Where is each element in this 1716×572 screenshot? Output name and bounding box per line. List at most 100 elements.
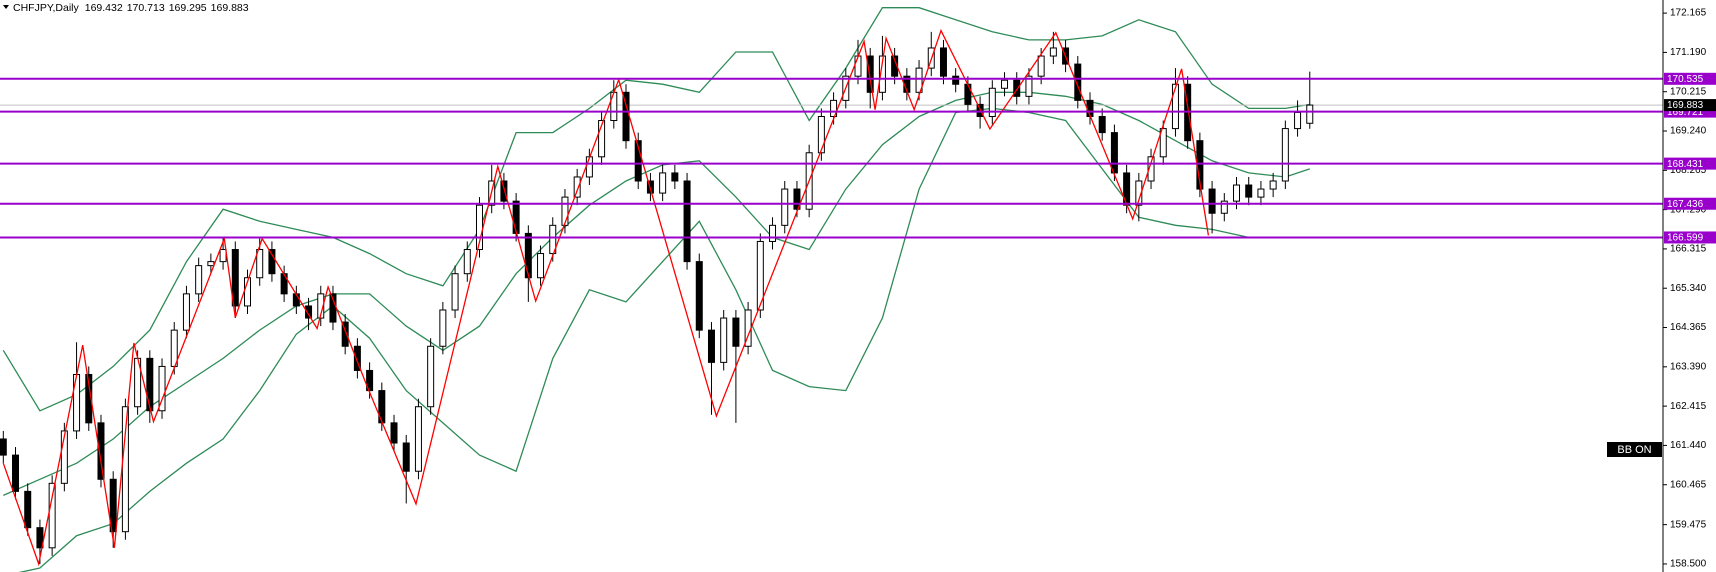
- candle-body: [60, 430, 68, 484]
- candle-body: [463, 249, 471, 275]
- candle-body: [769, 224, 777, 242]
- header-high: 170.713: [127, 2, 165, 14]
- header-close: 169.883: [211, 2, 249, 14]
- last-price-label: 169.883: [1667, 100, 1704, 111]
- zigzag-line: [2, 28, 1210, 567]
- candle-body: [659, 172, 667, 194]
- candle-body: [146, 357, 154, 412]
- candle-body: [427, 345, 435, 408]
- candle-body: [866, 55, 874, 93]
- candle-body: [781, 188, 789, 226]
- level-label: 170.535: [1667, 74, 1704, 85]
- menu-arrow[interactable]: [3, 5, 9, 9]
- y-tick-label: 161.440: [1670, 440, 1707, 451]
- candle-body: [439, 309, 447, 347]
- candle-body: [683, 180, 691, 263]
- candle-body: [109, 478, 117, 533]
- candle-body: [1147, 156, 1155, 182]
- y-tick-label: 164.365: [1670, 322, 1707, 333]
- candle-body: [939, 47, 947, 77]
- candle-body: [0, 438, 7, 456]
- candle-body: [1245, 184, 1253, 198]
- candle-body: [1025, 75, 1033, 97]
- candle-body: [598, 120, 606, 158]
- level-label: 166.599: [1667, 233, 1704, 244]
- candle-body: [305, 305, 313, 319]
- candle-body: [341, 321, 349, 347]
- candle-body: [158, 365, 166, 412]
- candle-body: [720, 317, 728, 363]
- y-tick-label: 168.265: [1670, 165, 1707, 176]
- header-open: 169.432: [85, 2, 123, 14]
- candle-body: [573, 176, 581, 198]
- candle-body: [878, 55, 886, 93]
- candle-body: [402, 442, 410, 472]
- candle-body: [219, 249, 227, 263]
- level-label-box: [1664, 231, 1716, 244]
- candle-body: [988, 87, 996, 117]
- candle-body: [537, 253, 545, 279]
- candle-body: [610, 91, 618, 122]
- candle-body: [268, 249, 276, 275]
- level-label-box: [1664, 157, 1716, 170]
- candle-body: [793, 188, 801, 210]
- candle-body: [1098, 115, 1106, 134]
- candle-body: [817, 115, 825, 154]
- candle-body: [451, 273, 459, 311]
- y-tick-label: 170.215: [1670, 86, 1707, 97]
- candle-body: [707, 329, 715, 363]
- candle-body: [256, 249, 264, 279]
- last-price-box: [1664, 99, 1716, 112]
- candle-body: [24, 490, 32, 529]
- candle-body: [12, 454, 20, 492]
- badge-box[interactable]: [1607, 442, 1662, 457]
- candle-body: [1233, 184, 1241, 202]
- candle-body: [1013, 79, 1021, 97]
- candle-body: [48, 482, 56, 549]
- candle-body: [97, 422, 105, 480]
- level-label-box: [1664, 72, 1716, 85]
- candle-body: [195, 265, 203, 295]
- y-tick-label: 172.165: [1670, 8, 1707, 19]
- candle-body: [512, 200, 520, 234]
- candle-body: [1049, 47, 1057, 57]
- candle-body: [952, 75, 960, 85]
- candle-body: [549, 224, 557, 255]
- candle-body: [1257, 188, 1265, 198]
- candle-body: [500, 180, 508, 202]
- level-label: 169.721: [1667, 107, 1704, 118]
- bollinger-lower: [18, 107, 1310, 572]
- level-label-box: [1664, 197, 1716, 210]
- candle-body: [1306, 104, 1314, 124]
- candle-body: [85, 373, 93, 424]
- candle-body: [585, 156, 593, 178]
- candle-body: [854, 55, 862, 77]
- candle-body: [1110, 132, 1118, 174]
- bollinger-upper: [2, 7, 1310, 412]
- y-tick-label: 163.390: [1670, 361, 1707, 372]
- candle-body: [1208, 188, 1216, 214]
- candle-body: [634, 140, 642, 182]
- badge[interactable]: BB ON: [1617, 444, 1651, 456]
- candle-body: [561, 196, 569, 226]
- candle-body: [1037, 55, 1045, 77]
- candle-body: [36, 527, 44, 549]
- y-tick-label: 160.465: [1670, 479, 1707, 490]
- candle-body: [1220, 200, 1228, 214]
- candle-body: [317, 293, 325, 319]
- candle-body: [1001, 79, 1009, 89]
- candle-body: [1135, 180, 1143, 206]
- candle-body: [1171, 83, 1179, 130]
- symbol-title: CHFJPY,Daily: [13, 2, 79, 14]
- y-tick-label: 171.190: [1670, 47, 1707, 58]
- y-tick-label: 158.500: [1670, 559, 1707, 570]
- candle-body: [695, 261, 703, 331]
- candle-body: [1281, 128, 1289, 182]
- level-label: 168.431: [1667, 159, 1704, 170]
- candle-body: [390, 422, 398, 444]
- candle-body: [1159, 128, 1167, 158]
- candle-body: [207, 261, 215, 267]
- candle-body: [964, 83, 972, 105]
